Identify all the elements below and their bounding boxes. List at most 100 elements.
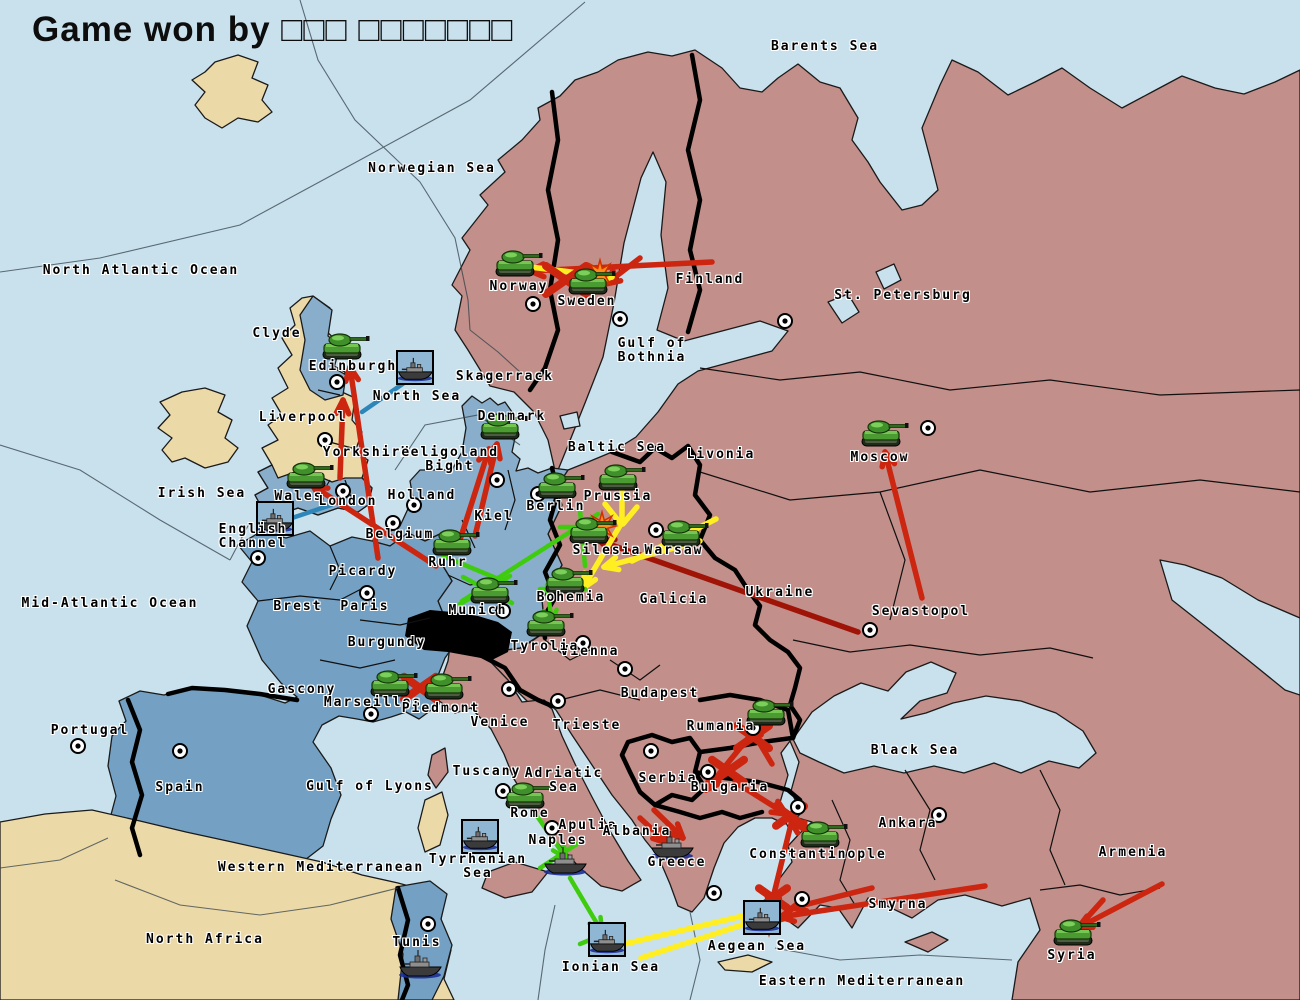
army-unit-piedmont[interactable] (424, 673, 472, 700)
territory-label-portugal: Portugal (50, 723, 130, 738)
sea-label-skagerrack: Skagerrack (455, 369, 555, 384)
supply-center-moscow (920, 420, 936, 436)
territory-label-greece: Greece (647, 855, 707, 870)
army-unit-berlin[interactable] (537, 472, 585, 499)
fleet-unit-greece[interactable] (651, 831, 694, 860)
territory-label-ruhr: Ruhr (428, 555, 468, 570)
territory-label-ankara: Ankara (878, 816, 938, 831)
territory-label-sweden: Sweden (557, 294, 617, 309)
water-lake (827, 293, 860, 324)
supply-center-liverpool (317, 432, 333, 448)
army-unit-prussia[interactable] (598, 464, 646, 491)
island-cyprus (904, 931, 949, 953)
sea-label-heligoland-bight: Heligoland Bight (400, 445, 500, 474)
sea-label-gulf-of-bothnia: Gulf of Bothnia (617, 336, 687, 365)
territory-label-finland: Finland (675, 272, 745, 287)
army-unit-munich[interactable] (470, 577, 518, 604)
region-north-africa[interactable] (0, 809, 455, 1000)
army-unit-tyrolia[interactable] (526, 610, 574, 637)
page-title: Game won by □□□ □□□□□□□ (32, 10, 514, 49)
sea-label-north-sea: North Sea (372, 389, 462, 404)
army-unit-norway[interactable] (495, 250, 543, 277)
army-unit-moscow[interactable] (861, 420, 909, 447)
army-unit-rumania[interactable] (746, 699, 794, 726)
army-unit-denmark[interactable] (480, 413, 528, 440)
fleet-unit-english-channel[interactable] (256, 501, 294, 536)
territory-label-budapest: Budapest (620, 686, 700, 701)
supply-center-greece (706, 885, 722, 901)
supply-center-belgium (385, 515, 401, 531)
water-black-sea[interactable] (792, 661, 1097, 774)
territory-label-tyrolia: Tyrolia (510, 639, 580, 654)
sea-label-north-atlantic-ocean: North Atlantic Ocean (42, 263, 240, 278)
supply-center-marseilles (363, 706, 379, 722)
supply-center-rome (495, 783, 511, 799)
territory-label-london: London (318, 494, 378, 509)
territory-label-tunis: Tunis (392, 935, 442, 950)
territory-label-trieste: Trieste (552, 718, 622, 733)
sea-label-black-sea: Black Sea (870, 743, 960, 758)
sea-label-western-mediterranean: Western Mediterranean (217, 860, 425, 875)
army-unit-warsaw[interactable] (661, 520, 709, 547)
water-lake (559, 411, 581, 430)
army-unit-wales[interactable] (286, 462, 334, 489)
territory-label-galicia: Galicia (639, 592, 709, 607)
territory-label-picardy: Picardy (328, 564, 398, 579)
supply-center-constantinople (790, 799, 806, 815)
territory-label-berlin: Berlin (526, 499, 586, 514)
fleet-unit-aegean-sea[interactable] (743, 900, 781, 935)
territory-label-clyde: Clyde (252, 326, 302, 341)
territory-label-ukraine: Ukraine (745, 585, 815, 600)
fleet-unit-north-sea[interactable] (396, 350, 434, 385)
order-arrow-red-18 (637, 815, 670, 846)
territory-label-smyrna: Smyrna (868, 897, 928, 912)
supply-center-paris (359, 585, 375, 601)
fleet-unit-naples[interactable] (544, 847, 587, 876)
territory-label-bulgaria: Bulgaria (690, 780, 770, 795)
army-unit-edinburgh[interactable] (322, 333, 370, 360)
army-unit-constantinople[interactable] (800, 821, 848, 848)
territory-label-rumania: Rumania (686, 719, 756, 734)
order-arrow-yellow-22 (602, 501, 624, 527)
fleet-unit-ionian-sea[interactable] (588, 922, 626, 957)
army-unit-silesia[interactable] (569, 517, 617, 544)
territory-label-belgium: Belgium (365, 527, 435, 542)
island-sicily (481, 861, 549, 899)
sea-label-ionian-sea: Ionian Sea (561, 960, 661, 975)
sea-label-norwegian-sea: Norwegian Sea (368, 161, 496, 176)
sea-label-gulf-of-lyons: Gulf of Lyons (306, 779, 434, 794)
supply-center-trieste (550, 693, 566, 709)
supply-center-sevastopol (862, 622, 878, 638)
army-unit-rome[interactable] (505, 782, 553, 809)
fleet-unit-tyrrhenian-sea[interactable] (461, 819, 499, 854)
army-unit-ruhr[interactable] (432, 529, 480, 556)
region-eurasia[interactable] (451, 49, 1300, 1000)
territory-label-holland: Holland (387, 488, 457, 503)
supply-center-portugal (70, 738, 86, 754)
sea-label-adriatic-sea: Adriatic Sea (524, 766, 604, 795)
order-arrow-red-6 (456, 446, 494, 546)
supply-center-sweden (612, 311, 628, 327)
order-arrow-yellow-23 (620, 504, 640, 527)
sea-label-tyrrhenian-sea: Tyrrhenian Sea (428, 852, 528, 881)
army-unit-bohemia[interactable] (545, 567, 593, 594)
territory-label-burgundy: Burgundy (347, 635, 427, 650)
army-unit-sweden[interactable] (568, 268, 616, 295)
failed-move-cross (733, 721, 773, 753)
army-unit-syria[interactable] (1053, 919, 1101, 946)
island-corsica (427, 747, 449, 789)
territory-label-kiel: Kiel (474, 509, 514, 524)
fleet-unit-tunis[interactable] (399, 950, 442, 979)
sea-label-eastern-mediterranean: Eastern Mediterranean (758, 974, 966, 989)
territory-label-syria: Syria (1047, 948, 1097, 963)
territory-label-constantinople: Constantinople (749, 847, 887, 862)
region-edinburgh[interactable] (299, 295, 347, 401)
territory-label-rome: Rome (510, 806, 550, 821)
territory-label-brest: Brest (273, 599, 323, 614)
sea-label-english-channel: English Channel (218, 522, 288, 551)
sea-label-barents-sea: Barents Sea (770, 39, 880, 54)
order-arrow-green-33 (440, 553, 511, 586)
failed-move-cross (708, 755, 748, 787)
army-unit-marseilles[interactable] (370, 670, 418, 697)
supply-center-bulgaria (700, 764, 716, 780)
